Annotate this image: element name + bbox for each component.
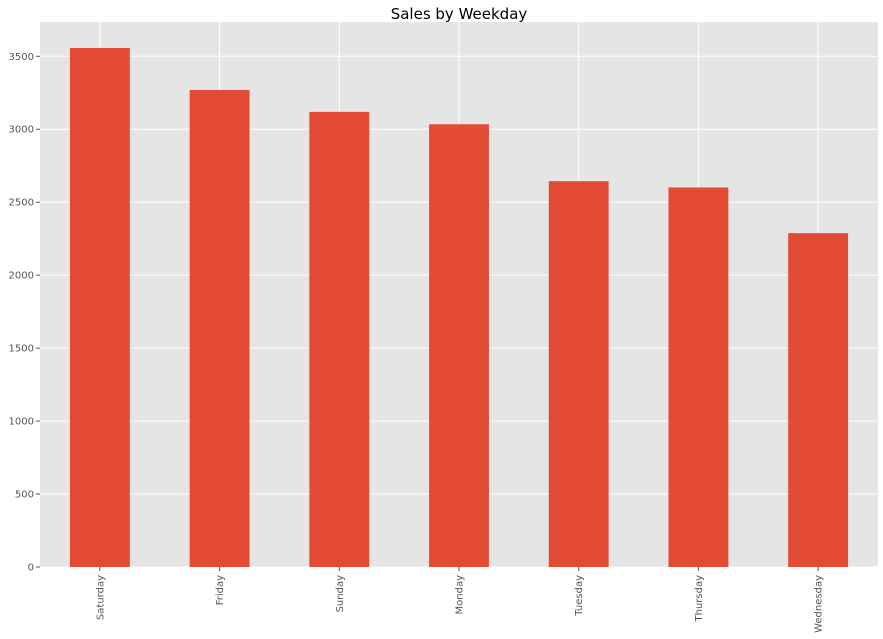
x-tick-label: Sunday: [335, 575, 346, 612]
bar: [668, 187, 729, 567]
x-tick-label: Saturday: [95, 575, 106, 620]
y-tick-label: 0: [28, 563, 34, 574]
x-tick-label: Friday: [215, 575, 226, 605]
bar: [429, 124, 489, 568]
x-tick-label: Tuesday: [574, 575, 585, 617]
chart-title: Sales by Weekday: [391, 5, 528, 23]
y-tick-label: 2000: [9, 271, 34, 282]
x-tick-label: Thursday: [694, 575, 705, 623]
bar: [548, 181, 609, 568]
y-tick-label: 500: [15, 490, 34, 501]
y-tick-label: 3500: [9, 52, 34, 63]
x-tick-label: Monday: [455, 575, 466, 615]
bar: [309, 111, 370, 567]
bar: [69, 47, 130, 568]
x-axis-ticks: Saturday Friday Sunday Monday Tuesday Thursda…: [95, 567, 825, 633]
y-tick-label: 3000: [9, 125, 34, 136]
bar: [788, 233, 849, 567]
bar: [189, 89, 250, 568]
y-axis-ticks: 0 500 1000 1500 2000 2500 3000 3500: [9, 52, 40, 574]
y-tick-label: 1000: [9, 417, 34, 428]
y-tick-label: 1500: [9, 344, 34, 355]
x-tick-label: Wednesday: [814, 575, 825, 633]
bars: [69, 47, 849, 568]
y-tick-label: 2500: [9, 198, 34, 209]
